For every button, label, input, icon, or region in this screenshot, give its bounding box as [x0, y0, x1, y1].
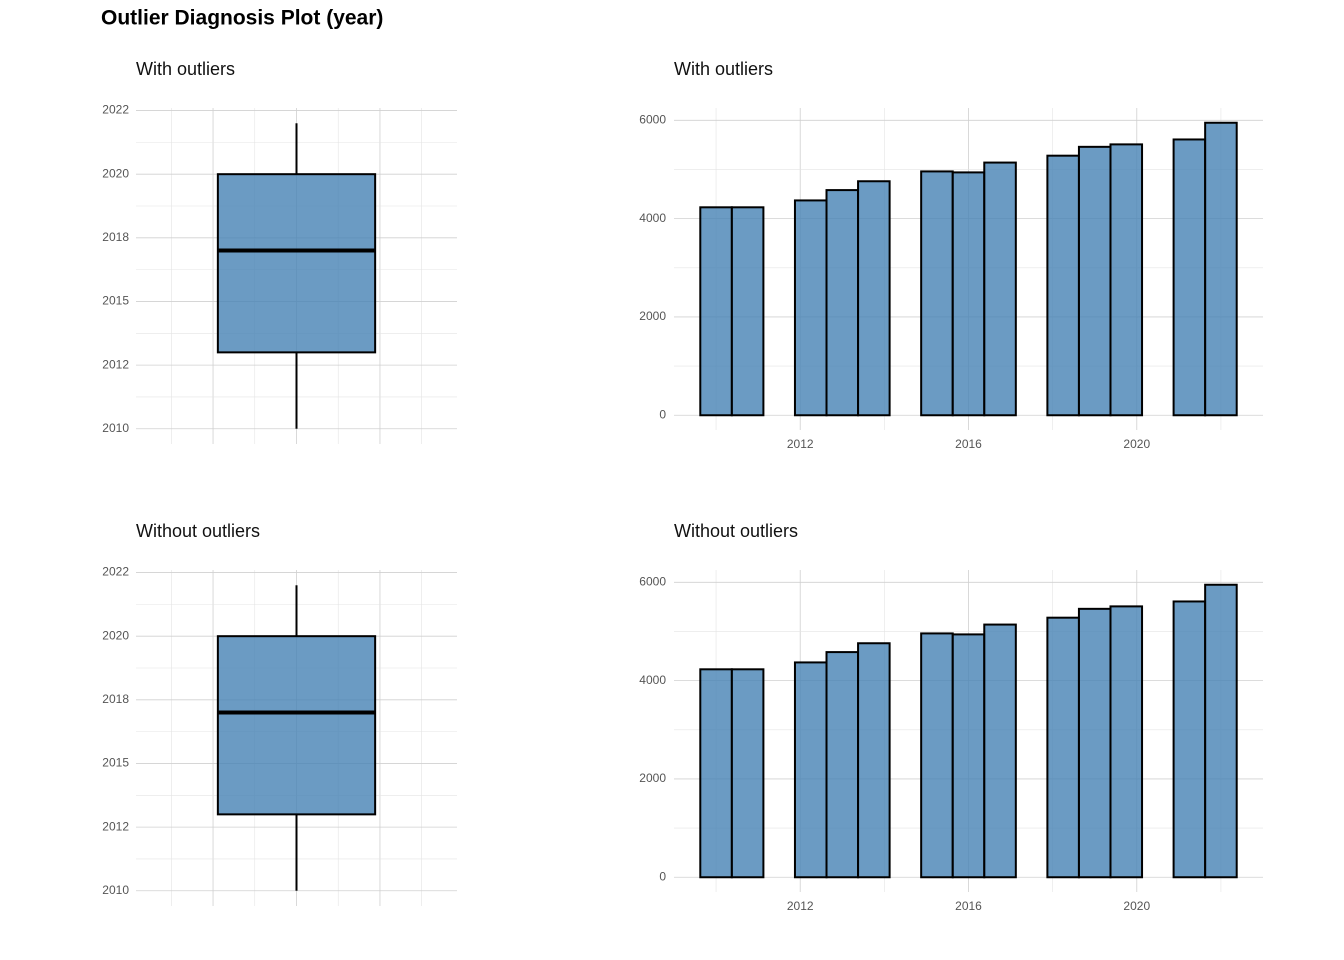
- panel-title: With outliers: [674, 59, 773, 79]
- y-tick-label: 2000: [639, 771, 666, 785]
- y-tick-label: 4000: [639, 673, 666, 687]
- histogram-bar: [1172, 600, 1207, 879]
- panel-title: Without outliers: [136, 521, 260, 541]
- x-tick-label: 2020: [1123, 899, 1150, 913]
- y-tick-label: 2012: [102, 819, 129, 833]
- histogram-bar: [1109, 605, 1144, 879]
- histogram-bar: [1046, 616, 1080, 879]
- x-tick-label: 2012: [787, 437, 814, 451]
- histogram-bar: [951, 633, 986, 879]
- y-tick-label: 6000: [639, 574, 666, 588]
- histogram-bar: [730, 206, 765, 417]
- histogram-bar: [1172, 138, 1207, 417]
- histogram-bar: [1077, 607, 1112, 879]
- x-tick-label: 2016: [955, 899, 982, 913]
- histogram-bar: [983, 623, 1017, 879]
- histogram-bar: [825, 189, 860, 417]
- histogram-bar: [983, 161, 1017, 417]
- y-tick-label: 2020: [102, 628, 129, 642]
- y-tick-label: 2010: [102, 421, 129, 435]
- box: [216, 173, 377, 354]
- histogram-bar: [793, 199, 828, 417]
- histogram-bar: [920, 170, 954, 417]
- histogram-bar: [1204, 583, 1238, 879]
- x-tick-label: 2012: [787, 899, 814, 913]
- y-tick-label: 6000: [639, 112, 666, 126]
- histogram-bar: [699, 668, 733, 879]
- panel-title: With outliers: [136, 59, 235, 79]
- panel-title: Without outliers: [674, 521, 798, 541]
- y-tick-label: 0: [659, 869, 666, 883]
- y-tick-label: 2018: [102, 692, 129, 706]
- histogram-bar: [1204, 121, 1238, 417]
- y-tick-label: 2022: [102, 565, 129, 579]
- histogram-bar: [857, 180, 891, 417]
- y-tick-label: 2018: [102, 230, 129, 244]
- histogram-bar: [699, 206, 733, 417]
- histogram-bar: [1046, 154, 1080, 417]
- y-tick-label: 2012: [102, 357, 129, 371]
- y-tick-label: 2020: [102, 166, 129, 180]
- histogram-bar: [1077, 145, 1112, 417]
- figure-title: Outlier Diagnosis Plot (year): [101, 7, 383, 30]
- x-tick-label: 2020: [1123, 437, 1150, 451]
- histogram-bar: [1109, 143, 1144, 417]
- histogram-bar: [920, 632, 954, 879]
- box: [216, 635, 377, 816]
- y-tick-label: 2000: [639, 309, 666, 323]
- y-tick-label: 2010: [102, 883, 129, 897]
- y-tick-label: 4000: [639, 211, 666, 225]
- histogram-bar: [793, 661, 828, 879]
- x-tick-label: 2016: [955, 437, 982, 451]
- histogram-bar: [857, 642, 891, 879]
- histogram-bar: [825, 651, 860, 879]
- y-tick-label: 2022: [102, 103, 129, 117]
- histogram-bar: [951, 171, 986, 417]
- y-tick-label: 2015: [102, 294, 129, 308]
- y-tick-label: 0: [659, 407, 666, 421]
- y-tick-label: 2015: [102, 756, 129, 770]
- histogram-bar: [730, 668, 765, 879]
